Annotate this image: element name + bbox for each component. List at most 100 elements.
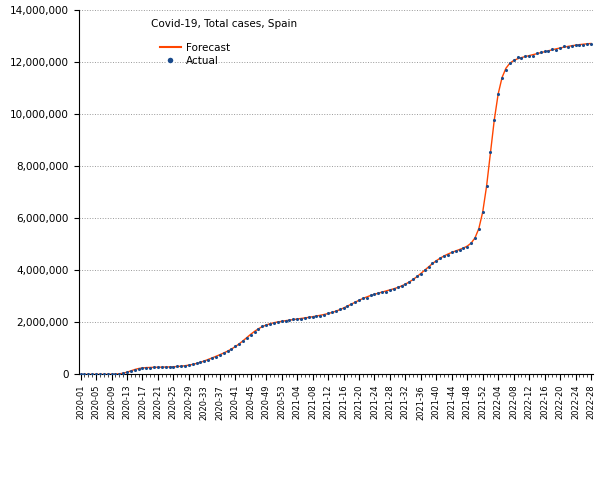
Point [106,371,116,378]
Point [451,247,460,255]
Point [373,289,383,297]
Point [362,294,371,302]
Point [578,41,588,49]
Point [397,282,407,290]
Point [234,340,244,348]
Point [567,42,577,50]
Point [99,371,109,378]
Point [428,259,437,267]
Text: Covid-19, Total cases, Spain: Covid-19, Total cases, Spain [151,19,297,29]
Point [130,366,140,373]
Point [134,365,143,372]
Point [76,371,85,378]
Point [142,364,151,372]
Point [493,90,503,97]
Point [555,44,565,51]
Point [273,318,283,326]
Point [408,275,418,283]
Point [489,116,499,123]
Point [551,46,561,54]
Point [517,54,526,61]
Point [528,52,538,60]
Point [161,363,171,371]
Legend: Forecast, Actual: Forecast, Actual [156,38,234,70]
Point [424,263,433,271]
Point [242,334,252,341]
Point [319,311,329,319]
Point [462,243,472,251]
Point [520,52,530,60]
Point [563,43,572,51]
Point [315,312,325,320]
Point [470,234,480,242]
Point [443,251,453,259]
Point [544,48,554,55]
Point [455,246,465,253]
Point [226,345,236,353]
Point [145,364,155,372]
Point [525,52,534,60]
Point [300,314,310,322]
Point [582,40,592,48]
Point [180,362,190,370]
Point [111,370,120,378]
Point [350,298,360,305]
Point [165,363,174,371]
Point [412,273,422,280]
Point [366,291,376,299]
Point [540,48,549,55]
Point [532,49,541,57]
Point [327,308,337,316]
Point [586,40,596,48]
Point [354,297,364,304]
Point [238,337,248,345]
Point [439,252,449,260]
Point [466,240,476,247]
Point [215,351,224,359]
Point [250,328,260,336]
Point [404,278,414,286]
Point [188,360,198,368]
Point [370,290,379,298]
Point [157,363,166,371]
Point [501,66,511,73]
Point [184,361,194,369]
Point [246,331,255,338]
Point [203,356,213,363]
Point [512,53,522,61]
Point [281,317,290,324]
Point [114,370,124,378]
Point [289,315,298,323]
Point [323,310,333,317]
Point [474,225,483,233]
Point [223,348,232,355]
Point [284,316,294,324]
Point [575,41,584,49]
Point [378,288,387,296]
Point [536,48,546,56]
Point [169,363,178,371]
Point [91,371,101,378]
Point [258,323,267,330]
Point [339,304,348,312]
Point [509,57,518,64]
Point [447,249,457,256]
Point [95,371,105,378]
Point [347,300,356,308]
Point [211,353,221,360]
Point [459,244,468,252]
Point [559,42,569,49]
Point [486,148,495,156]
Point [83,371,93,378]
Point [416,270,426,277]
Point [219,349,229,357]
Point [87,371,97,378]
Point [207,354,217,361]
Point [571,41,580,49]
Point [195,358,205,366]
Point [331,307,341,315]
Point [261,321,271,329]
Point [308,313,318,321]
Point [103,371,113,378]
Point [335,306,344,313]
